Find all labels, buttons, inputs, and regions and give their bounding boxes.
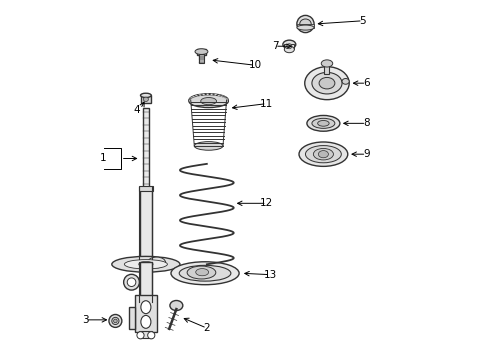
Ellipse shape bbox=[311, 72, 341, 94]
Polygon shape bbox=[198, 94, 201, 96]
Ellipse shape bbox=[284, 46, 294, 53]
Polygon shape bbox=[192, 96, 196, 97]
Bar bbox=[135, 295, 157, 332]
Text: 12: 12 bbox=[260, 198, 273, 208]
Ellipse shape bbox=[313, 148, 333, 160]
Polygon shape bbox=[188, 100, 192, 101]
Text: 3: 3 bbox=[82, 315, 89, 325]
Bar bbox=[140, 187, 151, 259]
Text: 11: 11 bbox=[260, 99, 273, 109]
Ellipse shape bbox=[195, 49, 207, 54]
Ellipse shape bbox=[317, 121, 328, 126]
Polygon shape bbox=[221, 103, 225, 104]
Bar bbox=[140, 262, 151, 302]
Ellipse shape bbox=[298, 142, 347, 166]
Ellipse shape bbox=[123, 274, 139, 290]
Text: 13: 13 bbox=[263, 270, 276, 280]
Polygon shape bbox=[202, 94, 204, 95]
Ellipse shape bbox=[319, 77, 334, 89]
Bar bbox=[139, 186, 152, 192]
Text: 7: 7 bbox=[271, 41, 278, 51]
Text: 1: 1 bbox=[100, 153, 107, 163]
Polygon shape bbox=[208, 105, 210, 107]
Text: 9: 9 bbox=[363, 149, 369, 159]
Ellipse shape bbox=[201, 98, 216, 105]
Text: 5: 5 bbox=[359, 16, 366, 26]
Ellipse shape bbox=[137, 332, 144, 339]
Polygon shape bbox=[217, 95, 221, 96]
Bar bbox=[142, 108, 149, 187]
Bar bbox=[324, 63, 329, 74]
Polygon shape bbox=[189, 101, 193, 102]
Polygon shape bbox=[224, 100, 228, 102]
Ellipse shape bbox=[143, 97, 148, 102]
Bar bbox=[296, 24, 313, 28]
Polygon shape bbox=[215, 104, 219, 106]
Ellipse shape bbox=[139, 261, 153, 267]
Polygon shape bbox=[220, 95, 224, 97]
Ellipse shape bbox=[296, 25, 313, 30]
Bar bbox=[198, 54, 204, 63]
Ellipse shape bbox=[195, 269, 208, 276]
Ellipse shape bbox=[286, 44, 291, 49]
Ellipse shape bbox=[311, 118, 334, 129]
Ellipse shape bbox=[147, 257, 165, 268]
Ellipse shape bbox=[299, 19, 310, 29]
Polygon shape bbox=[218, 104, 222, 105]
Polygon shape bbox=[196, 104, 200, 105]
Polygon shape bbox=[204, 105, 206, 107]
Ellipse shape bbox=[112, 256, 180, 272]
Ellipse shape bbox=[140, 93, 151, 98]
Text: 10: 10 bbox=[248, 60, 261, 70]
Ellipse shape bbox=[187, 266, 215, 279]
Ellipse shape bbox=[141, 301, 151, 314]
Ellipse shape bbox=[171, 262, 239, 285]
Ellipse shape bbox=[179, 265, 230, 281]
Ellipse shape bbox=[127, 278, 136, 287]
Bar bbox=[139, 331, 152, 338]
Polygon shape bbox=[194, 95, 198, 96]
Polygon shape bbox=[190, 97, 194, 98]
Ellipse shape bbox=[147, 332, 155, 339]
Ellipse shape bbox=[304, 67, 348, 100]
Ellipse shape bbox=[318, 150, 328, 158]
Polygon shape bbox=[212, 105, 215, 106]
Ellipse shape bbox=[124, 260, 167, 269]
Text: 6: 6 bbox=[363, 78, 369, 88]
Polygon shape bbox=[214, 94, 217, 95]
Polygon shape bbox=[190, 102, 195, 103]
Ellipse shape bbox=[194, 141, 223, 150]
Polygon shape bbox=[193, 103, 197, 105]
Polygon shape bbox=[129, 307, 135, 329]
Bar bbox=[284, 44, 294, 49]
Ellipse shape bbox=[296, 15, 313, 33]
Polygon shape bbox=[200, 104, 203, 106]
Ellipse shape bbox=[112, 318, 119, 324]
Text: 8: 8 bbox=[363, 118, 369, 128]
Ellipse shape bbox=[305, 145, 341, 163]
Polygon shape bbox=[210, 94, 213, 95]
Polygon shape bbox=[223, 102, 227, 103]
Text: 4: 4 bbox=[133, 105, 140, 115]
Polygon shape bbox=[206, 94, 208, 95]
Polygon shape bbox=[224, 99, 228, 100]
Ellipse shape bbox=[169, 301, 183, 311]
Ellipse shape bbox=[321, 60, 332, 67]
Ellipse shape bbox=[141, 315, 151, 328]
Ellipse shape bbox=[341, 78, 348, 84]
Bar bbox=[196, 49, 206, 55]
Ellipse shape bbox=[113, 319, 117, 323]
Polygon shape bbox=[224, 98, 227, 99]
Bar bbox=[140, 95, 151, 103]
Polygon shape bbox=[222, 96, 226, 98]
Ellipse shape bbox=[306, 116, 339, 131]
Ellipse shape bbox=[109, 315, 122, 327]
Ellipse shape bbox=[282, 40, 295, 49]
Ellipse shape bbox=[188, 95, 228, 108]
Text: 2: 2 bbox=[203, 323, 210, 333]
